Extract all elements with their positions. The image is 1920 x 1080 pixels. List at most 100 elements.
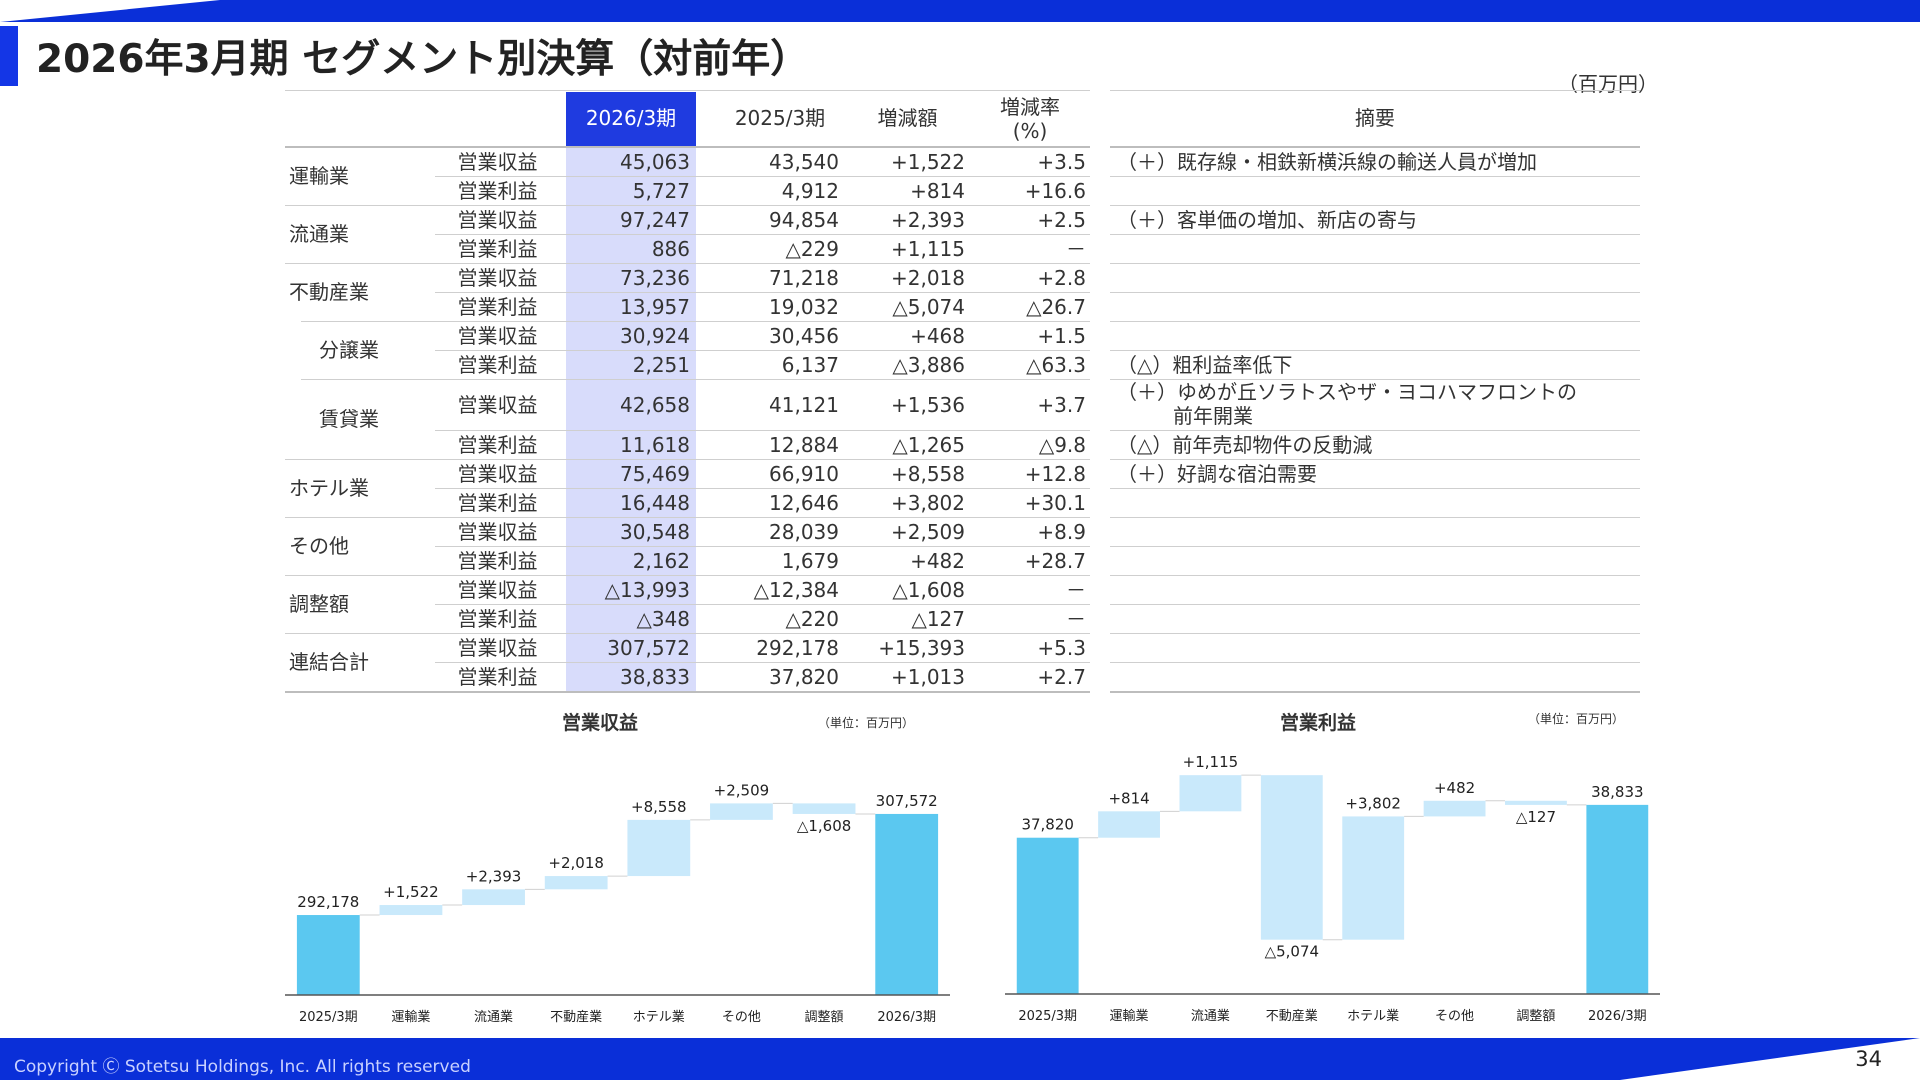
waterfall-category-label: 2026/3期: [877, 1010, 936, 1025]
row-rule: [285, 459, 1090, 460]
value-rate: －: [1066, 236, 1086, 261]
waterfall-value-label: 38,833: [1591, 783, 1644, 801]
summary-note: （＋）客単価の増加、新店の寄与: [1117, 207, 1417, 232]
summary-row-rule: [1110, 488, 1640, 489]
item-label: 営業利益: [457, 664, 538, 689]
summary-row-rule: [1110, 575, 1640, 576]
header-change: 増減額: [877, 106, 938, 130]
value-current: 13,957: [620, 294, 690, 319]
summary-note: （＋）ゆめが丘ソラトスやザ・ヨコハマフロントの: [1117, 380, 1577, 404]
value-current: 97,247: [620, 207, 690, 232]
value-change: +2,018: [890, 265, 965, 290]
waterfall-bar: [544, 876, 608, 890]
item-label: 営業収益: [457, 392, 538, 417]
waterfall-value-label: +482: [1434, 779, 1475, 797]
waterfall-value-label: △1,608: [797, 817, 851, 835]
waterfall-category-label: 調整額: [1516, 1009, 1555, 1024]
row-rule: [301, 321, 1090, 322]
waterfall-category-label: 運輸業: [391, 1009, 430, 1025]
value-current: 30,548: [620, 519, 690, 544]
waterfall-value-label: +2,018: [548, 854, 604, 872]
waterfall-category-label: 不動産業: [550, 1009, 602, 1025]
value-change: +468: [910, 323, 965, 348]
value-current: 45,063: [620, 149, 690, 174]
value-rate: +2.8: [1037, 265, 1086, 290]
value-prior: 28,039: [769, 519, 839, 544]
value-rate: －: [1066, 606, 1086, 631]
row-rule: [285, 205, 1090, 206]
value-change: +2,509: [890, 519, 965, 544]
summary-row-rule: [1110, 633, 1640, 634]
row-rule: [435, 662, 1090, 663]
item-label: 営業収益: [457, 635, 538, 660]
value-prior: △12,384: [753, 577, 839, 602]
value-current: 16,448: [620, 490, 690, 515]
waterfall-bar: [1342, 816, 1405, 940]
value-current: 2,162: [632, 548, 690, 573]
summary-note: （△）粗利益率低下: [1117, 352, 1293, 377]
row-rule: [435, 292, 1090, 293]
waterfall-value-label: +2,393: [466, 867, 522, 885]
summary-row-rule: [1110, 379, 1640, 380]
profit-chart-unit: （単位：百万円）: [1528, 712, 1625, 726]
waterfall-bar: [710, 803, 773, 820]
waterfall-category-label: その他: [722, 1010, 761, 1025]
value-change: △127: [911, 606, 965, 631]
summary-row-rule: [1110, 234, 1640, 235]
waterfall-bar: [1098, 811, 1160, 838]
waterfall-category-label: 流通業: [1191, 1008, 1230, 1024]
waterfall-value-label: +3,802: [1345, 794, 1401, 812]
value-change: +482: [910, 548, 965, 573]
row-rule: [435, 430, 1090, 431]
value-prior: △220: [785, 606, 839, 631]
segment-label: 調整額: [289, 592, 349, 616]
item-label: 営業利益: [457, 178, 538, 203]
row-rule: [435, 546, 1090, 547]
value-rate: －: [1066, 577, 1086, 602]
value-current: 38,833: [620, 664, 690, 689]
revenue-chart-title: 営業収益: [562, 712, 639, 734]
waterfall-bar: [1179, 775, 1242, 812]
segment-label: 分譲業: [319, 338, 379, 362]
waterfall-bar: [1586, 804, 1649, 994]
waterfall-category-label: 2026/3期: [1588, 1009, 1647, 1024]
value-prior: 1,679: [781, 548, 839, 573]
waterfall-bar: [1260, 775, 1323, 940]
summary-row-rule: [1110, 517, 1640, 518]
value-prior: 4,912: [781, 178, 839, 203]
value-prior: 6,137: [781, 352, 839, 377]
summary-row-rule: [1110, 176, 1640, 177]
waterfall-value-label: +1,115: [1183, 753, 1239, 771]
value-prior: 19,032: [769, 294, 839, 319]
top-banner-wedge: [0, 0, 220, 22]
revenue-waterfall-chart: 292,178 2025/3期 +1,522 運輸業 +2,393 流通業 +2,018 不動…: [285, 781, 950, 1025]
item-label: 営業利益: [457, 432, 538, 457]
value-current: △13,993: [604, 577, 690, 602]
value-rate: +3.7: [1037, 392, 1086, 417]
table-header-top-rule: [285, 90, 1090, 91]
item-label: 営業利益: [457, 548, 538, 573]
header-current-period: 2026/3期: [585, 106, 677, 130]
summary-row-rule: [1110, 263, 1640, 264]
item-label: 営業利益: [457, 294, 538, 319]
value-current: 307,572: [607, 635, 690, 660]
waterfall-value-label: 292,178: [297, 893, 359, 911]
value-prior: 292,178: [756, 635, 839, 660]
segment-label: 賃貸業: [319, 407, 379, 431]
item-label: 営業収益: [457, 207, 538, 232]
summary-row-rule: [1110, 430, 1640, 431]
waterfall-category-label: その他: [1435, 1009, 1474, 1024]
waterfall-bar: [875, 813, 939, 995]
summary-row-rule: [1110, 662, 1640, 663]
value-current: 75,469: [620, 461, 690, 486]
value-current: 11,618: [620, 432, 690, 457]
summary-note: （△）前年売却物件の反動減: [1117, 432, 1373, 457]
value-change: +1,522: [890, 149, 965, 174]
waterfall-category-label: ホテル業: [633, 1009, 685, 1025]
item-label: 営業収益: [457, 149, 538, 174]
value-rate: +28.7: [1024, 548, 1086, 573]
waterfall-category-label: 調整額: [805, 1010, 844, 1025]
value-prior: 30,456: [769, 323, 839, 348]
value-change: +1,013: [890, 664, 965, 689]
summary-row-rule: [1110, 205, 1640, 206]
